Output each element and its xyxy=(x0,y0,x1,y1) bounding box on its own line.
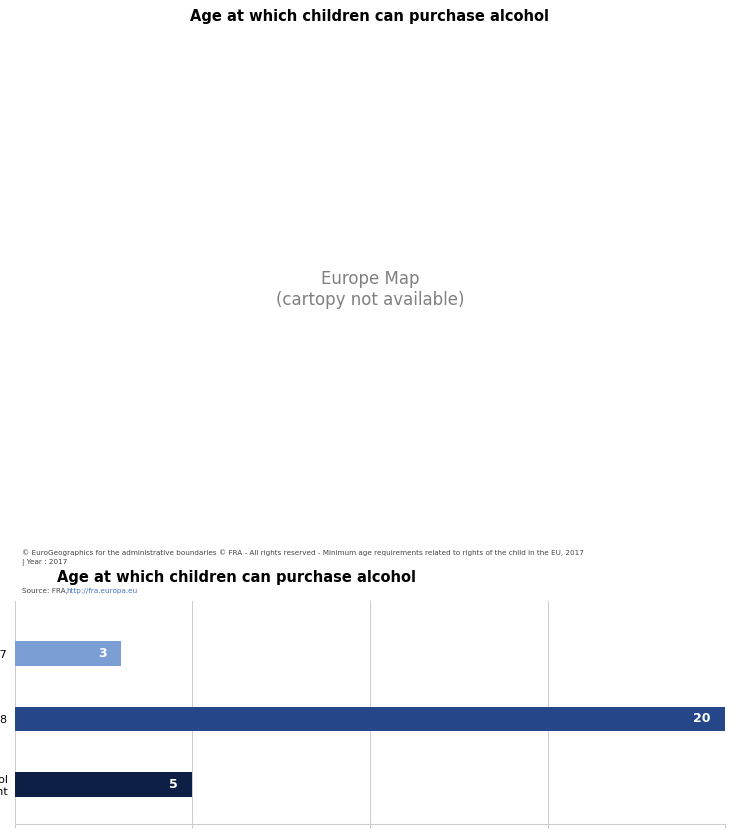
Text: Source: FRA,: Source: FRA, xyxy=(22,588,70,594)
Bar xyxy=(15,772,192,797)
Text: © EuroGeographics for the administrative boundaries © FRA - All rights reserved : © EuroGeographics for the administrative… xyxy=(22,550,584,566)
Bar xyxy=(15,641,121,666)
Text: Age at which children can purchase alcohol: Age at which children can purchase alcoh… xyxy=(58,570,417,585)
Text: http://fra.europa.eu: http://fra.europa.eu xyxy=(66,588,137,594)
Text: 20: 20 xyxy=(693,712,711,726)
Text: Europe Map
(cartopy not available): Europe Map (cartopy not available) xyxy=(276,270,464,309)
Text: 5: 5 xyxy=(169,778,178,791)
Title: Age at which children can purchase alcohol: Age at which children can purchase alcoh… xyxy=(190,9,550,24)
Bar xyxy=(15,706,725,731)
Text: 3: 3 xyxy=(98,647,107,660)
